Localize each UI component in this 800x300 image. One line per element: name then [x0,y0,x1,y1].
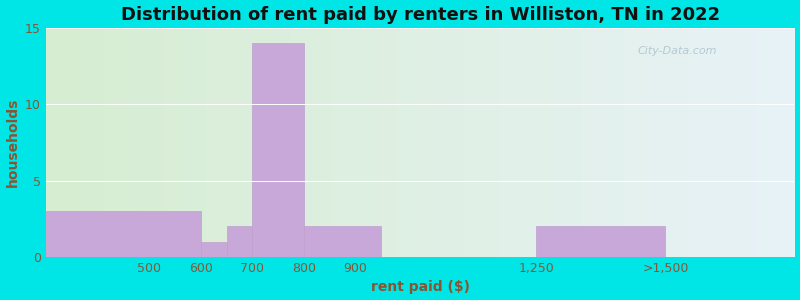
Bar [304,226,382,257]
Bar [226,226,252,257]
Text: City-Data.com: City-Data.com [638,46,717,56]
Bar [46,211,201,257]
Bar [201,242,226,257]
Bar [536,226,666,257]
Y-axis label: households: households [6,98,19,187]
X-axis label: rent paid ($): rent paid ($) [370,280,470,294]
Title: Distribution of rent paid by renters in Williston, TN in 2022: Distribution of rent paid by renters in … [121,6,720,24]
Bar [252,43,304,257]
